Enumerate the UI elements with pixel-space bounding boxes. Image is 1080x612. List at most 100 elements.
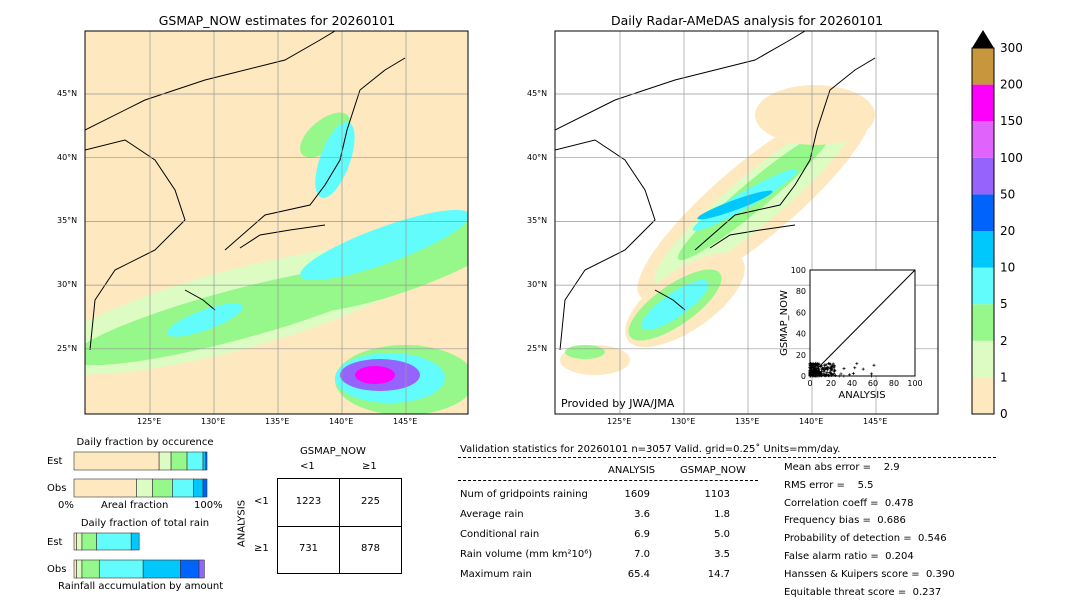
rain-area <box>697 190 773 220</box>
bar-segment <box>130 532 140 551</box>
stat-label: Maximum rain <box>460 569 532 580</box>
rain-area <box>300 112 350 158</box>
diagonal-line <box>809 269 916 377</box>
bar-segment <box>73 478 137 498</box>
lon-tick: 130°E <box>671 417 696 426</box>
scatter-ytick: 20 <box>796 351 806 360</box>
bar-segment <box>73 559 77 579</box>
colorbar-label: 5 <box>1000 297 1008 311</box>
row-ge: ≥1 <box>254 543 269 554</box>
colorbar-segment <box>972 121 994 158</box>
colorbar-segment <box>972 304 994 341</box>
occ-x-left: 0% <box>58 500 74 511</box>
bar-segment <box>158 451 172 471</box>
scatter-ytick: 40 <box>796 330 806 339</box>
colorbar-label: 0 <box>1000 407 1008 421</box>
bar-segment <box>186 451 204 471</box>
total-rain-title: Daily fraction of total rain <box>80 518 210 529</box>
stats-col2: GSMAP_NOW <box>680 465 746 476</box>
colorbar-label: 300 <box>1000 41 1023 55</box>
score-item: Correlation coeff = 0.478 <box>784 497 914 509</box>
stat-analysis: 1609 <box>624 489 650 500</box>
bar-segment <box>81 559 100 579</box>
scatter-xtick: 0 <box>807 379 812 388</box>
lat-tick: 45°N <box>57 89 78 98</box>
colorbar-segment <box>972 48 994 85</box>
rain-area <box>300 209 468 281</box>
colorbar-extend-arrow <box>972 30 994 48</box>
colorbar-label: 20 <box>1000 224 1015 238</box>
colorbar-label: 2 <box>1000 334 1008 348</box>
lat-tick: 30°N <box>57 280 78 290</box>
rain-xlabel: Rainfall accumulation by amount <box>58 581 224 592</box>
scatter-ytick: 0 <box>801 372 806 381</box>
cell-a: 1223 <box>295 496 322 507</box>
colorbar-segment <box>972 231 994 268</box>
rain-obs-bar <box>73 559 205 579</box>
stat-gsmap: 14.7 <box>707 569 730 580</box>
bar-segment <box>180 559 200 579</box>
occurrence-title: Daily fraction by occurence <box>76 437 214 448</box>
stat-analysis: 65.4 <box>627 569 650 580</box>
lat-tick: 35°N <box>57 216 78 226</box>
stat-analysis: 7.0 <box>634 549 650 560</box>
score-item: Frequency bias = 0.686 <box>784 515 906 527</box>
scatter-xtick: 20 <box>826 379 836 388</box>
rain-area <box>167 303 243 337</box>
scatter-ylabel: GSMAP_NOW <box>779 290 790 356</box>
stat-analysis: 3.6 <box>634 509 650 520</box>
scatter-xtick: 60 <box>868 379 878 388</box>
bar-segment <box>205 451 208 471</box>
lon-tick: 125°E <box>607 417 632 426</box>
score-item: RMS error = 5.5 <box>784 479 874 491</box>
rain-est-bar <box>73 532 140 551</box>
scatter-ytick: 100 <box>791 266 806 275</box>
rain-area <box>565 345 605 359</box>
cell-d: 878 <box>360 543 381 554</box>
lon-tick: 130°E <box>201 417 226 426</box>
lon-tick: 140°E <box>799 417 824 426</box>
contingency-title: GSMAP_NOW <box>300 446 366 457</box>
lon-tick: 140°E <box>329 417 354 426</box>
left-map <box>84 30 469 415</box>
lon-tick: 125°E <box>137 417 162 426</box>
score-item: False alarm ratio = 0.204 <box>784 551 914 562</box>
lat-tick: 25°N <box>527 343 548 353</box>
lat-tick: 35°N <box>527 216 548 226</box>
colorbar-label: 1 <box>1000 370 1008 384</box>
score-item: Equitable threat score = 0.237 <box>784 586 942 598</box>
left-map-title: GSMAP_NOW estimates for 20260101 <box>158 13 396 28</box>
row-title: ANALYSIS <box>236 499 248 548</box>
stat-gsmap: 1103 <box>704 489 730 500</box>
stat-gsmap: 5.0 <box>714 529 730 540</box>
col-lt: <1 <box>300 461 315 472</box>
bar-segment <box>202 478 208 498</box>
colorbar: 0 1 2 5 10 20 50 100 150 200 300 <box>971 30 1023 421</box>
cell-c: 731 <box>298 543 319 554</box>
bar-segment <box>152 478 173 498</box>
scatter-xlabel: ANALYSIS <box>838 390 885 401</box>
colorbar-label: 200 <box>1000 78 1023 92</box>
coastline <box>555 31 876 351</box>
bar-segment <box>198 559 205 579</box>
scatter-ytick: 60 <box>796 308 806 317</box>
bar-segment <box>81 532 97 551</box>
occ-x-right: 100% <box>194 500 223 511</box>
occ-x-mid: Areal fraction <box>101 500 169 511</box>
colorbar-label: 150 <box>1000 114 1023 128</box>
stats-header: Validation statistics for 20260101 n=305… <box>460 444 841 455</box>
colorbar-segment <box>972 84 994 122</box>
scatter-inset: 00 20 20 40 40 60 60 80 80 100 100 ANALYSIS GSMAP_NO… <box>779 266 923 401</box>
rain-area <box>282 207 468 313</box>
bar-segment <box>96 532 132 551</box>
occ-obs-bar <box>73 478 208 498</box>
colorbar-label: 10 <box>1000 261 1015 275</box>
rain-est-label: Est <box>47 537 63 548</box>
stat-label: Rain volume (mm km²10⁶) <box>460 549 593 560</box>
bar-segment <box>73 451 160 471</box>
row-lt: <1 <box>254 496 269 507</box>
contingency-table: 1223 225 731 878 <box>277 478 402 574</box>
lon-tick: 145°E <box>863 417 888 426</box>
stat-label: Num of gridpoints raining <box>460 489 588 500</box>
